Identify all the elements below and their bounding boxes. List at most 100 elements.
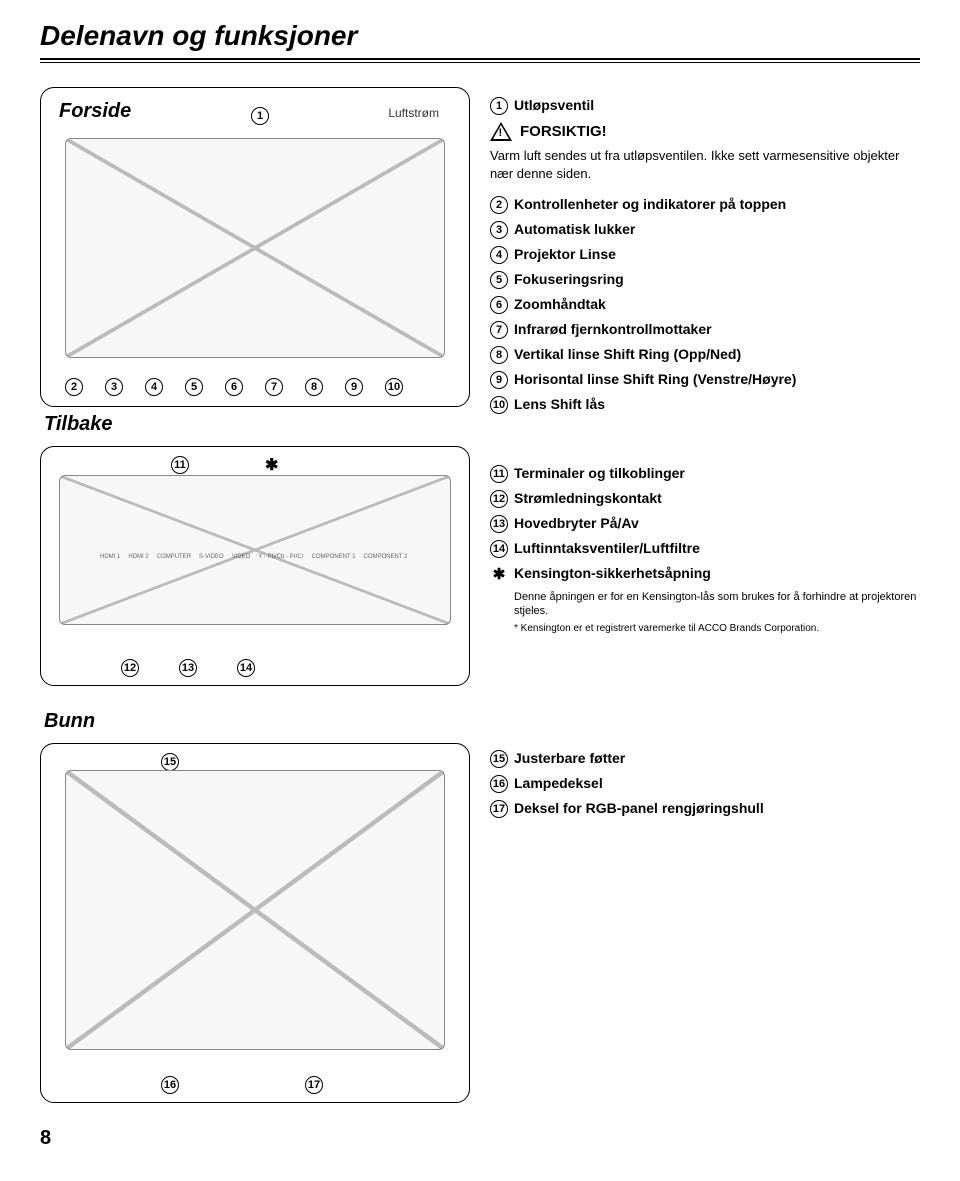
list-b-item-text: Hovedbryter På/Av xyxy=(514,515,639,531)
list-b-item-num: 13 xyxy=(490,515,508,533)
callout-4: 4 xyxy=(145,378,163,396)
list-a-item-text: Infrarød fjernkontrollmottaker xyxy=(514,321,712,337)
list-b-item-text: Strømledningskontakt xyxy=(514,490,662,506)
list-a-item: 5Fokuseringsring xyxy=(490,271,920,289)
list-a-item-num: 6 xyxy=(490,296,508,314)
tilbake-label: Tilbake xyxy=(44,413,470,436)
list-c-item-text: Lampedeksel xyxy=(514,775,603,791)
item-1: 1 Utløpsventil xyxy=(490,97,920,115)
tilbake-box: 11✱ HDMI 1HDMI 2COMPUTERS-VIDEOVIDEOY - … xyxy=(40,446,470,686)
list-c-item-text: Justerbare føtter xyxy=(514,750,625,766)
callout-10: 10 xyxy=(385,378,403,396)
list-b-item: 13 Hovedbryter På/Av xyxy=(490,515,920,533)
title-rule-2 xyxy=(40,62,920,63)
connector-labels: HDMI 1HDMI 2COMPUTERS-VIDEOVIDEOY - Pb/C… xyxy=(100,554,407,560)
callout-13: 13 xyxy=(179,659,197,677)
bunn-label: Bunn xyxy=(44,710,470,733)
list-b-item: 14 Luftinntaksventiler/Luftfiltre xyxy=(490,540,920,558)
kensington-title: Kensington-sikkerhetsåpning xyxy=(514,565,711,581)
callout-5: 5 xyxy=(185,378,203,396)
list-a-item-num: 9 xyxy=(490,371,508,389)
callout-7: 7 xyxy=(265,378,283,396)
list-a-item-num: 8 xyxy=(490,346,508,364)
list-a-item-text: Vertikal linse Shift Ring (Opp/Ned) xyxy=(514,346,741,362)
callout-3: 3 xyxy=(105,378,123,396)
list-a-item: 9Horisontal linse Shift Ring (Venstre/Hø… xyxy=(490,371,920,389)
list-c-item: 15 Justerbare føtter xyxy=(490,750,920,768)
forside-box: Forside 1 Luftstrøm 2 3 4 5 6 7 8 9 10 xyxy=(40,87,470,407)
callout-8: 8 xyxy=(305,378,323,396)
list-a-item: 10 Lens Shift lås xyxy=(490,396,920,414)
callout-14: 14 xyxy=(237,659,255,677)
list-c-item: 17 Deksel for RGB-panel rengjøringshull xyxy=(490,800,920,818)
tilbake-callouts-bottom: 12 13 14 xyxy=(121,659,261,677)
forside-label: Forside xyxy=(59,100,131,123)
caution-icon: ! xyxy=(490,122,512,141)
list-a-item-text: Zoomhåndtak xyxy=(514,296,606,312)
list-c-item-text: Deksel for RGB-panel rengjøringshull xyxy=(514,800,764,816)
list-c-item-num: 16 xyxy=(490,775,508,793)
list-b-item-num: 11 xyxy=(490,465,508,483)
callout-6: 6 xyxy=(225,378,243,396)
list-a-item-text: Automatisk lukker xyxy=(514,221,635,237)
kensington-symbol: ✱ xyxy=(490,565,508,583)
list-a-item-num: 10 xyxy=(490,396,508,414)
callout-9: 9 xyxy=(345,378,363,396)
bunn-callouts-top: 15 xyxy=(161,752,185,771)
callout-11: 11 xyxy=(171,456,189,474)
list-c-item-num: 15 xyxy=(490,750,508,768)
tilbake-diagram: HDMI 1HDMI 2COMPUTERS-VIDEOVIDEOY - Pb/C… xyxy=(59,475,451,625)
forside-callouts-bottom: 2 3 4 5 6 7 8 9 10 xyxy=(65,378,403,396)
callout-2: 2 xyxy=(65,378,83,396)
callout-15: 15 xyxy=(161,753,179,771)
connector-label: Y - Pb/Cb - Pr/Cr xyxy=(258,554,303,560)
bunn-callouts-bottom: 1617 xyxy=(161,1076,329,1094)
list-a-item-num: 4 xyxy=(490,246,508,264)
list-a-item-text: Lens Shift lås xyxy=(514,396,605,412)
kensington-item: ✱ Kensington-sikkerhetsåpning xyxy=(490,565,920,583)
list-b-item-num: 12 xyxy=(490,490,508,508)
caution-text: Varm luft sendes ut fra utløpsventilen. … xyxy=(490,147,920,182)
connector-label: COMPONENT 2 xyxy=(364,554,408,560)
list-b-item-num: 14 xyxy=(490,540,508,558)
list-c-item-num: 17 xyxy=(490,800,508,818)
list-a-item-text: Projektor Linse xyxy=(514,246,616,262)
list-b-item: 11 Terminaler og tilkoblinger xyxy=(490,465,920,483)
list-b-item-text: Terminaler og tilkoblinger xyxy=(514,465,685,481)
callout-16: 16 xyxy=(161,1076,179,1094)
page-number: 8 xyxy=(40,1127,920,1150)
connector-label: VIDEO xyxy=(232,554,251,560)
airflow-label: Luftstrøm xyxy=(388,106,439,120)
list-a-item: 8 Vertikal linse Shift Ring (Opp/Ned) xyxy=(490,346,920,364)
connector-label: COMPONENT 1 xyxy=(312,554,356,560)
list-a-item-num: 5 xyxy=(490,271,508,289)
item-1-text: Utløpsventil xyxy=(514,97,594,113)
list-a-item: 7 Infrarød fjernkontrollmottaker xyxy=(490,321,920,339)
right-column-upper: 1 Utløpsventil ! FORSIKTIG! Varm luft se… xyxy=(490,87,920,634)
list-a-item-text: Kontrollenheter og indikatorer på toppen xyxy=(514,196,786,212)
connector-label: HDMI 2 xyxy=(128,554,148,560)
bunn-diagram xyxy=(65,770,445,1050)
callout-asterisk: ✱ xyxy=(265,455,278,475)
caution-title: FORSIKTIG! xyxy=(520,123,607,140)
right-column-lower: 15 Justerbare føtter 16 Lampedeksel 17 Deksel… xyxy=(490,704,920,825)
list-a-item: 2 Kontrollenheter og indikatorer på toppe… xyxy=(490,196,920,214)
forside-diagram xyxy=(65,138,445,358)
tilbake-callouts-top: 11 ✱ xyxy=(171,455,278,475)
callout-12: 12 xyxy=(121,659,139,677)
callout-1: 1 xyxy=(251,107,269,125)
list-c-item: 16 Lampedeksel xyxy=(490,775,920,793)
list-b-item-text: Luftinntaksventiler/Luftfiltre xyxy=(514,540,700,556)
connector-label: COMPUTER xyxy=(157,554,191,560)
list-a-item: 6 Zoomhåndtak xyxy=(490,296,920,314)
page-title: Delenavn og funksjoner xyxy=(40,20,920,52)
connector-label: S-VIDEO xyxy=(199,554,224,560)
caution-header: ! FORSIKTIG! xyxy=(490,122,920,141)
list-a-item-num: 2 xyxy=(490,196,508,214)
list-a-item-num: 7 xyxy=(490,321,508,339)
title-rule-1 xyxy=(40,58,920,60)
list-a-item: 3Automatisk lukker xyxy=(490,221,920,239)
kensington-trademark: * Kensington er et registrert varemerke … xyxy=(514,623,920,634)
bunn-box: 15 1617 xyxy=(40,743,470,1103)
list-a-item: 4 Projektor Linse xyxy=(490,246,920,264)
